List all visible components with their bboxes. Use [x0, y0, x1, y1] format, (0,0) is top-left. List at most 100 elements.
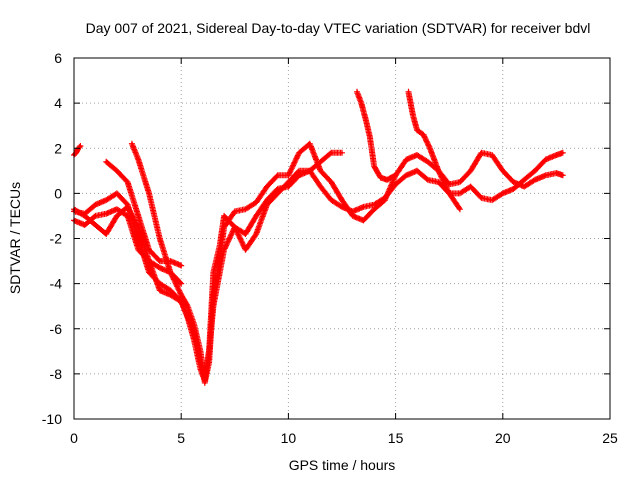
- data-point: [362, 205, 365, 209]
- data-point: [407, 90, 410, 94]
- x-tick-label: 10: [281, 430, 297, 446]
- grid-lines: [74, 58, 610, 419]
- data-point: [137, 248, 140, 251]
- data-point: [490, 198, 494, 202]
- x-tick-label: 15: [388, 430, 404, 446]
- data-point: [533, 169, 537, 173]
- plot-frame: [73, 57, 611, 420]
- data-point: [458, 180, 462, 184]
- data-point: [265, 185, 269, 188]
- data-point: [126, 180, 129, 184]
- data-point: [180, 300, 183, 303]
- data-point: [533, 178, 537, 182]
- data-point: [115, 192, 119, 195]
- data-point: [158, 259, 161, 263]
- data-point: [355, 90, 359, 94]
- y-tick-label: -8: [50, 366, 63, 382]
- y-tick-label: -2: [50, 231, 63, 247]
- data-series: [71, 88, 566, 386]
- y-tick-label: -4: [50, 276, 63, 292]
- data-point: [383, 198, 387, 202]
- data-point: [372, 165, 376, 168]
- chart-title: Day 007 of 2021, Sidereal Day-to-day VTE…: [86, 20, 591, 36]
- data-point: [501, 192, 504, 195]
- data-point: [186, 304, 189, 308]
- data-point: [287, 174, 290, 177]
- data-point: [544, 174, 547, 177]
- series-markers: [71, 143, 84, 158]
- data-point: [83, 214, 86, 218]
- data-point: [426, 178, 429, 182]
- data-point: [394, 183, 397, 186]
- data-point: [222, 214, 226, 218]
- data-point: [319, 169, 322, 173]
- data-point: [437, 169, 440, 173]
- data-point: [203, 381, 206, 385]
- data-point: [83, 223, 86, 227]
- data-point: [490, 153, 494, 157]
- series-track-D: [71, 143, 84, 158]
- data-point: [512, 187, 515, 191]
- data-point: [244, 207, 247, 211]
- x-tick-label: 20: [495, 430, 511, 446]
- data-point: [394, 174, 397, 177]
- series-track-C: [71, 149, 345, 382]
- data-point: [480, 151, 483, 154]
- data-point: [330, 151, 333, 154]
- data-point: [385, 178, 389, 182]
- data-point: [104, 160, 108, 163]
- data-point: [233, 226, 236, 229]
- x-axis-label: GPS time / hours: [289, 457, 396, 473]
- data-point: [186, 316, 189, 319]
- x-tick-label: 0: [70, 430, 78, 446]
- data-point: [147, 248, 151, 251]
- data-point: [158, 266, 161, 270]
- data-point: [203, 377, 206, 380]
- data-point: [411, 113, 414, 116]
- y-tick-label: 0: [54, 185, 62, 201]
- data-point: [544, 158, 547, 161]
- data-point: [405, 158, 408, 161]
- data-point: [351, 214, 354, 218]
- data-point: [137, 158, 140, 161]
- data-point: [340, 151, 344, 154]
- data-point: [169, 293, 172, 297]
- data-point: [180, 264, 183, 267]
- y-tick-label: 6: [54, 50, 62, 66]
- data-point: [126, 214, 129, 218]
- data-point: [287, 180, 290, 184]
- data-point: [147, 192, 151, 195]
- data-point: [415, 169, 419, 173]
- data-point: [169, 289, 172, 292]
- data-point: [458, 207, 462, 211]
- series-track-E: [103, 158, 185, 269]
- data-point: [415, 129, 419, 132]
- data-point: [255, 201, 258, 204]
- data-point: [469, 185, 472, 188]
- data-point: [319, 185, 322, 188]
- data-point: [147, 259, 151, 263]
- data-point: [561, 151, 565, 154]
- data-point: [561, 174, 565, 177]
- data-point: [276, 192, 279, 195]
- data-point: [207, 350, 211, 353]
- y-axis-label: SDTVAR / TECUs: [7, 182, 23, 294]
- data-point: [199, 361, 202, 364]
- series-markers: [71, 149, 345, 382]
- data-point: [276, 174, 279, 177]
- data-point: [297, 151, 301, 154]
- data-point: [218, 244, 221, 247]
- data-point: [79, 144, 82, 148]
- data-point: [115, 207, 119, 211]
- data-point: [360, 101, 363, 105]
- data-point: [192, 327, 196, 330]
- data-point: [469, 169, 472, 173]
- data-point: [330, 198, 333, 202]
- data-point: [265, 203, 269, 206]
- data-point: [180, 282, 183, 285]
- data-point: [255, 232, 258, 236]
- data-point: [94, 214, 97, 218]
- data-point: [426, 160, 429, 163]
